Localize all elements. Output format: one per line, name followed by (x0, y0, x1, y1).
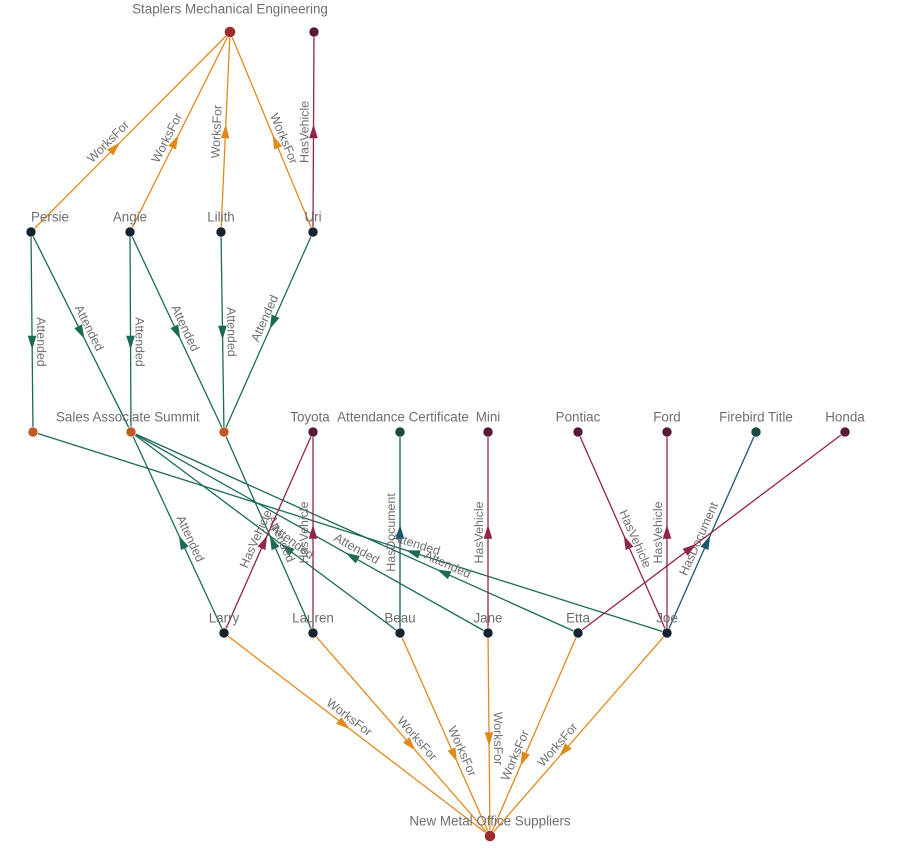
svg-text:Attended: Attended (132, 317, 146, 367)
svg-text:Firebird Title: Firebird Title (719, 410, 793, 425)
svg-text:Lilith: Lilith (207, 210, 235, 225)
svg-text:WorksFor: WorksFor (267, 111, 300, 166)
svg-text:HasVehicle: HasVehicle (472, 501, 486, 563)
svg-text:Honda: Honda (825, 410, 865, 425)
svg-text:WorksFor: WorksFor (491, 712, 506, 766)
svg-text:Sales Associate Summit: Sales Associate Summit (56, 410, 200, 425)
svg-text:Pontiac: Pontiac (556, 410, 601, 425)
svg-text:WorksFor: WorksFor (84, 118, 132, 166)
svg-text:Staplers Mechanical Engineerin: Staplers Mechanical Engineering (132, 2, 328, 17)
svg-text:WorksFor: WorksFor (208, 105, 224, 159)
svg-text:Beau: Beau (384, 611, 415, 626)
svg-text:HasVehicle: HasVehicle (651, 501, 665, 563)
svg-text:Joe: Joe (656, 611, 678, 626)
svg-text:Etta: Etta (566, 611, 590, 626)
svg-text:Attended: Attended (34, 317, 49, 367)
svg-text:HasDocument: HasDocument (676, 500, 721, 578)
svg-text:Attended: Attended (174, 513, 208, 564)
svg-text:Attendance Certificate: Attendance Certificate (337, 410, 469, 425)
svg-text:Angie: Angie (113, 210, 147, 225)
svg-text:Uri: Uri (304, 210, 321, 225)
svg-text:HasDocument: HasDocument (384, 493, 398, 572)
svg-text:Jane: Jane (473, 611, 502, 626)
svg-text:New Metal Office Suppliers: New Metal Office Suppliers (409, 814, 571, 829)
svg-text:Lauren: Lauren (292, 611, 334, 626)
svg-text:Toyota: Toyota (290, 410, 330, 425)
svg-text:WorksFor: WorksFor (535, 720, 581, 769)
svg-text:HasVehicle: HasVehicle (297, 101, 311, 163)
svg-text:Mini: Mini (476, 410, 501, 425)
svg-text:Larry: Larry (209, 611, 240, 626)
svg-text:Ford: Ford (653, 410, 681, 425)
svg-text:Persie: Persie (31, 210, 69, 225)
svg-text:HasVehicle: HasVehicle (297, 501, 311, 563)
svg-text:Attended: Attended (224, 307, 239, 357)
svg-text:WorksFor: WorksFor (394, 714, 440, 763)
svg-text:WorksFor: WorksFor (324, 695, 375, 739)
